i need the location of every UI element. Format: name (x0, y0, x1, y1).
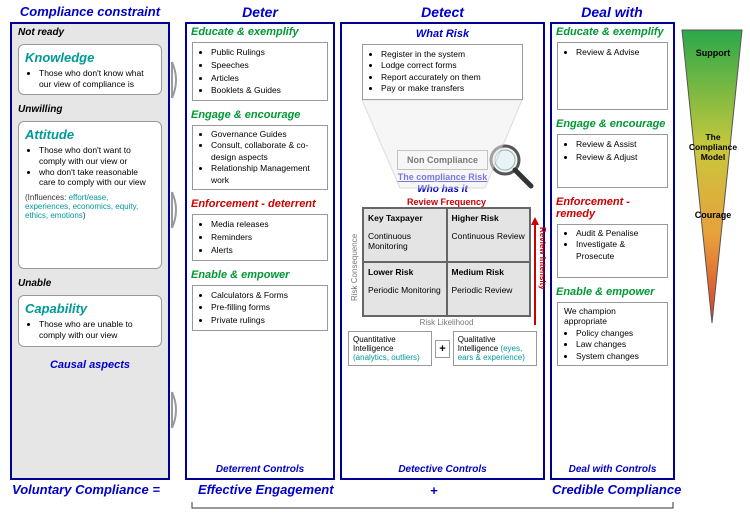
compliance-model-cone (680, 28, 744, 328)
deter-enforce-label: Enforcement - deterrent (187, 196, 333, 212)
attitude-influences: (Influences: effort/ease, experiences, e… (25, 193, 155, 220)
matrix-cell-medium-risk: Medium Risk Periodic Review (447, 262, 531, 316)
header-detect: Detect (340, 4, 545, 20)
list-item: Review & Advise (576, 46, 661, 59)
deal-enforce-label: Enforcement - remedy (552, 194, 673, 222)
deter-column: Educate & exemplify Public Rulings Speec… (185, 22, 335, 480)
connector-arrow-icon (171, 60, 183, 100)
unable-label: Unable (12, 275, 168, 292)
intelligence-row: Quantitative Intelligence (analytics, ou… (348, 331, 537, 367)
cone-support-label: Support (682, 48, 744, 58)
capability-box: Capability Those who are unable to compl… (18, 295, 162, 346)
what-risk-label: What Risk (342, 24, 543, 42)
attitude-title: Attitude (25, 127, 155, 142)
eq-plus: + (430, 483, 438, 498)
list-item: Public Rulings (211, 46, 321, 59)
deal-with-column: Educate & exemplify Review & Advise Enga… (550, 22, 675, 480)
plus-icon: + (435, 340, 449, 358)
review-frequency-label: Review Frequency (362, 197, 531, 207)
deter-educate-label: Educate & exemplify (187, 24, 333, 40)
list-item: Articles (211, 72, 321, 85)
deal-engage-items: Review & Assist Review & Adjust (557, 134, 668, 188)
list-item: Pre-filling forms (211, 301, 321, 314)
attitude-bullet-2: who don't take reasonable care to comply… (39, 167, 155, 188)
list-item: Governance Guides (211, 129, 321, 140)
knowledge-title: Knowledge (25, 50, 155, 65)
cone-courage-label: Courage (682, 210, 744, 220)
list-item: Register in the system (381, 49, 516, 60)
matrix-cell-key-taxpayer: Key Taxpayer Continuous Monitoring (363, 208, 447, 262)
detect-footer: Detective Controls (342, 464, 543, 475)
deter-enforce-items: Media releases Reminders Alerts (192, 214, 328, 260)
deal-educate-items: Review & Advise (557, 42, 668, 110)
list-item: Reminders (211, 231, 321, 244)
header-compliance-constraint: Compliance constraint (10, 4, 170, 19)
qual-intelligence-box: Qualitative Intelligence (eyes, ears & e… (453, 331, 537, 367)
deter-enable-items: Calculators & Forms Pre-filling forms Pr… (192, 285, 328, 331)
deter-enable-label: Enable & empower (187, 267, 333, 283)
cone-model-label: The Compliance Model (682, 132, 744, 162)
eq-voluntary-compliance: Voluntary Compliance = (12, 482, 160, 497)
deal-enable-items: We champion appropriate Policy changes L… (557, 302, 668, 366)
risk-matrix: Review Frequency Risk Consequence Key Ta… (362, 197, 531, 327)
knowledge-box: Knowledge Those who don't know what our … (18, 44, 162, 95)
list-item: Audit & Penalise (576, 228, 661, 239)
what-risk-box: Register in the system Lodge correct for… (362, 44, 523, 100)
deter-engage-items: Governance Guides Consult, collaborate &… (192, 125, 328, 190)
list-item: System changes (576, 351, 661, 362)
attitude-box: Attitude Those who don't want to comply … (18, 121, 162, 269)
matrix-cell-higher-risk: Higher Risk Continuous Review (447, 208, 531, 262)
causal-aspects-footer: Causal aspects (12, 353, 168, 371)
list-item: Policy changes (576, 328, 661, 339)
risk-consequence-axis: Risk Consequence (350, 217, 359, 317)
list-item: Law changes (576, 339, 661, 350)
list-item: Media releases (211, 218, 321, 231)
list-item: Private rulings (211, 314, 321, 327)
list-item: Consult, collaborate & co-design aspects (211, 140, 321, 163)
knowledge-bullet: Those who don't know what our view of co… (39, 68, 155, 89)
matrix-cell-lower-risk: Lower Risk Periodic Monitoring (363, 262, 447, 316)
attitude-bullet-1: Those who don't want to comply with our … (39, 145, 155, 166)
connector-arrow-icon (171, 390, 183, 430)
risk-likelihood-axis: Risk Likelihood (362, 318, 531, 327)
list-item: Relationship Management work (211, 163, 321, 186)
list-item: Pay or make transfers (381, 83, 516, 94)
list-item: Investigate & Prosecute (576, 239, 661, 262)
funnel-connector-icon (340, 98, 545, 193)
connector-arrow-icon (171, 190, 183, 230)
review-intensity-label: Review Intensity (538, 227, 547, 290)
unwilling-label: Unwilling (12, 101, 168, 118)
deal-educate-label: Educate & exemplify (552, 24, 673, 40)
list-item: Booklets & Guides (211, 84, 321, 97)
header-deal-with: Deal with (552, 4, 672, 20)
list-item: Review & Adjust (576, 151, 661, 164)
deter-engage-label: Engage & encourage (187, 107, 333, 123)
list-item: Lodge correct forms (381, 60, 516, 71)
header-deter: Deter (200, 4, 320, 20)
compliance-constraint-column: Not ready Knowledge Those who don't know… (10, 22, 170, 480)
detect-column: What Risk Register in the system Lodge c… (340, 22, 545, 480)
list-item: Calculators & Forms (211, 289, 321, 302)
list-item: Speeches (211, 59, 321, 72)
quant-intelligence-box: Quantitative Intelligence (analytics, ou… (348, 331, 432, 367)
deal-with-footer: Deal with Controls (552, 464, 673, 475)
deal-engage-label: Engage & encourage (552, 116, 673, 132)
capability-bullet: Those who are unable to comply with our … (39, 319, 155, 340)
eq-effective-engagement: Effective Engagement (198, 482, 334, 497)
deal-enable-label: Enable & empower (552, 284, 673, 300)
deal-enforce-items: Audit & Penalise Investigate & Prosecute (557, 224, 668, 278)
capability-title: Capability (25, 301, 155, 316)
deter-educate-items: Public Rulings Speeches Articles Booklet… (192, 42, 328, 101)
equation-bracket-icon (190, 500, 675, 514)
list-item: Alerts (211, 244, 321, 257)
list-item: Report accurately on them (381, 72, 516, 83)
not-ready-label: Not ready (12, 24, 168, 41)
deter-footer: Deterrent Controls (187, 464, 333, 475)
list-item: Review & Assist (576, 138, 661, 151)
eq-credible-compliance: Credible Compliance (552, 482, 681, 497)
